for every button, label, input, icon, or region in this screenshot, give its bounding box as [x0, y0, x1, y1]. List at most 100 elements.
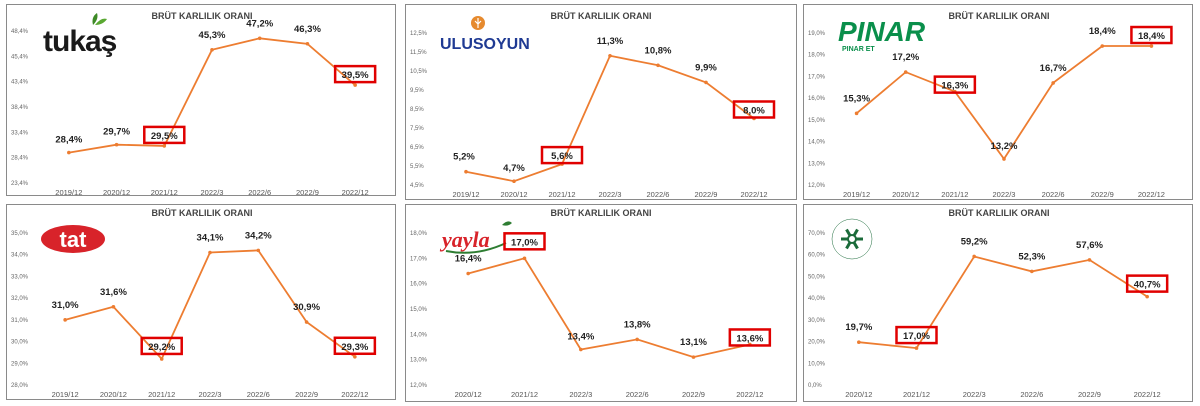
data-point	[111, 305, 116, 309]
data-label: 28,4%	[55, 135, 82, 146]
data-point	[1100, 44, 1105, 48]
x-tick-label: 2022/3	[993, 190, 1016, 199]
y-tick-label: 8,5%	[410, 107, 424, 113]
company-logo	[831, 218, 873, 260]
data-point	[208, 250, 212, 255]
chart-panel-tat: BRÜT KARLILIK ORANI tat 35,0% 34,0% 33,0% 32,…	[6, 204, 396, 400]
seal-ring-icon	[831, 218, 873, 260]
y-tick-label: 30,0%	[808, 318, 826, 324]
chart-panel-pinar: BRÜT KARLILIK ORANI PINAR PINAR ET 19,0% 18,…	[803, 4, 1193, 200]
data-point	[114, 142, 119, 147]
chart-title: BRÜT KARLILIK ORANI	[949, 208, 1050, 218]
chart-title: BRÜT KARLILIK ORANI	[551, 11, 652, 21]
data-point	[579, 347, 583, 352]
y-tick-label: 34,0%	[11, 253, 29, 259]
highlight-box	[1125, 274, 1169, 293]
data-label: 10,8%	[645, 45, 672, 56]
x-tick-label: 2021/12	[151, 188, 178, 197]
y-tick-label: 17,0%	[410, 256, 428, 262]
x-tick-label: 2022/6	[1020, 390, 1043, 399]
data-point	[656, 63, 660, 68]
x-tick-label: 2021/12	[903, 390, 930, 399]
y-tick-label: 33,0%	[11, 274, 29, 280]
data-label: 47,2%	[246, 18, 273, 29]
data-label: 13,4%	[567, 332, 594, 343]
data-label: 57,6%	[1076, 240, 1103, 251]
data-point	[1030, 269, 1034, 274]
y-tick-label: 48,4%	[11, 29, 29, 35]
data-label: 5,6%	[551, 151, 573, 162]
x-tick-label: 2022/6	[247, 390, 270, 399]
y-tick-label: 9,5%	[410, 88, 424, 94]
highlight-box	[333, 336, 377, 356]
data-label: 13,6%	[736, 333, 763, 344]
y-tick-label: 12,0%	[410, 383, 428, 389]
data-point	[1145, 294, 1149, 299]
data-point	[1087, 258, 1092, 262]
data-point	[353, 83, 357, 87]
data-point	[522, 256, 527, 261]
data-label: 46,3%	[294, 24, 321, 35]
y-tick-label: 70,0%	[808, 231, 826, 237]
x-tick-label: 2022/12	[342, 188, 369, 197]
data-point	[162, 144, 167, 148]
x-tick-label: 2019/12	[55, 188, 82, 197]
data-label: 11,3%	[597, 36, 624, 47]
data-label: 19,7%	[845, 322, 872, 333]
leaf-icon	[92, 13, 98, 25]
y-tick-label: 16,0%	[410, 282, 428, 288]
y-tick-label: 12,5%	[410, 31, 428, 37]
data-label: 17,2%	[892, 52, 919, 63]
data-point	[608, 54, 612, 58]
x-tick-label: 2022/3	[569, 390, 592, 399]
y-tick-label: 35,0%	[11, 231, 29, 237]
x-tick-label: 2021/12	[941, 190, 968, 199]
y-tick-label: 14,0%	[410, 332, 428, 338]
data-point	[353, 354, 357, 359]
data-label: 18,4%	[1089, 26, 1116, 37]
x-tick-label: 2022/9	[295, 390, 318, 399]
data-point	[464, 169, 468, 174]
y-tick-label: 16,0%	[808, 96, 826, 102]
data-label: 17,0%	[511, 237, 538, 248]
x-tick-label: 2022/9	[1091, 190, 1114, 199]
x-tick-label: 2020/12	[845, 390, 872, 399]
x-tick-label: 2020/12	[103, 188, 130, 197]
x-tick-label: 2021/12	[511, 390, 538, 399]
chart-title: BRÜT KARLILIK ORANI	[551, 208, 652, 218]
data-label: 31,6%	[100, 287, 127, 298]
x-tick-label: 2020/12	[100, 390, 127, 399]
x-tick-label: 2019/12	[452, 190, 479, 199]
x-tick-label: 2022/6	[647, 190, 670, 199]
company-logo: tat	[41, 225, 105, 253]
y-tick-label: 29,0%	[11, 361, 29, 367]
y-tick-label: 12,0%	[808, 183, 826, 189]
highlight-box	[895, 325, 938, 345]
highlight-box	[728, 328, 772, 347]
y-tick-label: 20,0%	[808, 340, 826, 346]
data-point	[63, 318, 67, 322]
chart-title: BRÜT KARLILIK ORANI	[949, 11, 1050, 21]
logo-text: ULUSOYUN	[440, 36, 530, 53]
y-tick-label: 40,0%	[808, 296, 826, 302]
y-tick-label: 4,5%	[410, 183, 424, 189]
y-tick-label: 28,0%	[11, 383, 29, 389]
data-point	[305, 41, 310, 46]
chart-svg: BRÜT KARLILIK ORANI ULUSOYUN 12,5% 11,5% 10,…	[410, 11, 776, 199]
logo-text: PINAR	[838, 16, 926, 47]
data-label: 13,2%	[991, 141, 1018, 152]
logo-text: tukaş	[43, 25, 117, 58]
data-label: 18,4%	[1138, 31, 1165, 42]
highlight-box	[333, 64, 377, 84]
data-point	[1051, 81, 1055, 85]
wheat-icon	[474, 18, 482, 28]
y-tick-label: 11,5%	[410, 50, 427, 56]
y-tick-label: 13,0%	[808, 161, 826, 167]
data-point	[256, 248, 261, 253]
data-label: 13,1%	[680, 337, 707, 348]
data-label: 29,5%	[151, 131, 178, 142]
y-tick-label: 17,0%	[808, 74, 826, 80]
chart-panel-yayla: BRÜT KARLILIK ORANI yayla 18,0% 17,0% 16,0% 1…	[405, 204, 797, 402]
highlight-box	[143, 125, 186, 145]
